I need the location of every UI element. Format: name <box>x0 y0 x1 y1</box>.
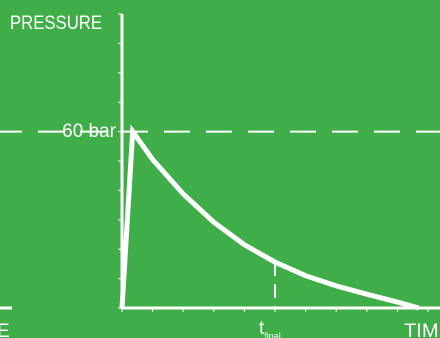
y-axis-label: PRESSURE <box>10 13 102 34</box>
t-final-label-main: t <box>259 318 265 338</box>
reference-line-label: 60 bar <box>62 121 117 142</box>
t-final-label: tfinal <box>259 318 281 338</box>
axis-ticks <box>118 13 429 312</box>
t-final-label-subscript: final <box>264 331 281 338</box>
x-axis-label-left-fragment: E <box>0 321 10 338</box>
pressure-curve <box>119 124 420 311</box>
